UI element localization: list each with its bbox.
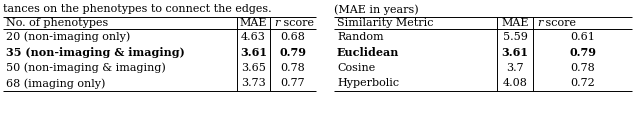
Text: 35 (non-imaging & imaging): 35 (non-imaging & imaging) xyxy=(6,47,185,58)
Text: tances on the phenotypes to connect the edges.: tances on the phenotypes to connect the … xyxy=(3,4,271,14)
Text: Random: Random xyxy=(337,32,383,42)
Text: MAE: MAE xyxy=(501,18,529,28)
Text: 0.79: 0.79 xyxy=(280,47,307,58)
Text: Cosine: Cosine xyxy=(337,63,375,73)
Text: No. of phenotypes: No. of phenotypes xyxy=(6,18,108,28)
Text: 0.68: 0.68 xyxy=(280,32,305,42)
Text: r: r xyxy=(274,18,280,28)
Text: 3.73: 3.73 xyxy=(241,78,266,88)
Text: MAE: MAE xyxy=(240,18,268,28)
Text: Similarity Metric: Similarity Metric xyxy=(337,18,433,28)
Text: 3.61: 3.61 xyxy=(502,47,529,58)
Text: 20 (non-imaging only): 20 (non-imaging only) xyxy=(6,31,131,42)
Text: 3.65: 3.65 xyxy=(241,63,266,73)
Text: 0.77: 0.77 xyxy=(281,78,305,88)
Text: 50 (non-imaging & imaging): 50 (non-imaging & imaging) xyxy=(6,63,166,73)
Text: 0.78: 0.78 xyxy=(570,63,595,73)
Text: Hyperbolic: Hyperbolic xyxy=(337,78,399,88)
Text: 0.79: 0.79 xyxy=(569,47,596,58)
Text: (MAE in years): (MAE in years) xyxy=(334,4,419,15)
Text: 4.63: 4.63 xyxy=(241,32,266,42)
Text: 0.72: 0.72 xyxy=(570,78,595,88)
Text: score: score xyxy=(280,18,314,28)
Text: 4.08: 4.08 xyxy=(502,78,527,88)
Text: 3.61: 3.61 xyxy=(240,47,267,58)
Text: score: score xyxy=(543,18,577,28)
Text: 0.61: 0.61 xyxy=(570,32,595,42)
Text: r: r xyxy=(537,18,542,28)
Text: 0.78: 0.78 xyxy=(280,63,305,73)
Text: 3.7: 3.7 xyxy=(506,63,524,73)
Text: 68 (imaging only): 68 (imaging only) xyxy=(6,78,106,89)
Text: Euclidean: Euclidean xyxy=(337,47,399,58)
Text: 5.59: 5.59 xyxy=(502,32,527,42)
